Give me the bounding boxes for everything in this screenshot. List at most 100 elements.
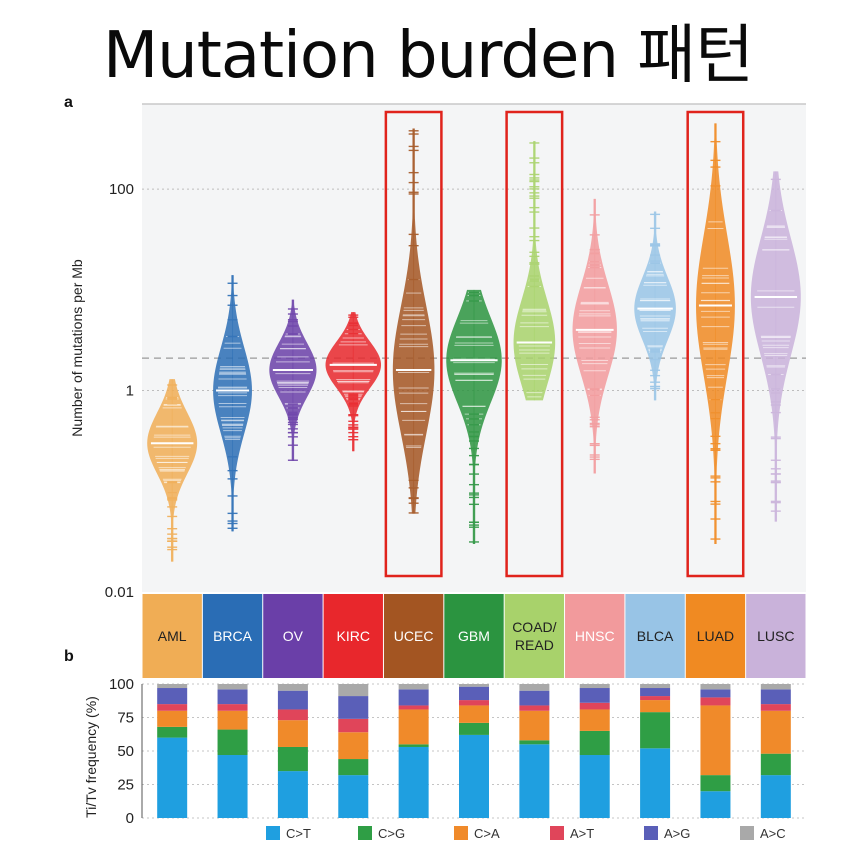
- bar-segment-a-g: [398, 689, 429, 706]
- bar-segment-c-t: [700, 791, 731, 818]
- bar-segment-c-a: [217, 710, 248, 730]
- bar-segment-c-g: [579, 730, 610, 756]
- density-shape: [572, 198, 617, 474]
- bar-segment-a-t: [579, 702, 610, 710]
- density-shape: [696, 123, 735, 544]
- bar-segment-c-g: [459, 722, 489, 735]
- bar-segment-a-t: [398, 705, 429, 710]
- bar-blca: [640, 684, 671, 818]
- bar-segment-c-a: [277, 720, 308, 747]
- violin-gbm: [446, 289, 502, 544]
- bar-segment-a-t: [700, 697, 731, 706]
- violin-hnsc: [572, 198, 617, 474]
- type-box-brca: BRCA: [202, 594, 263, 678]
- type-label-ucec: UCEC: [394, 628, 434, 644]
- bar-segment-a-c: [579, 684, 610, 689]
- y-tick-label: 100: [109, 181, 134, 198]
- bar-aml: [157, 684, 188, 818]
- bar-segment-a-c: [157, 684, 188, 689]
- type-box-blca: BLCA: [625, 594, 685, 678]
- type-label-hnsc: HNSC: [575, 628, 615, 644]
- bar-segment-c-g: [700, 775, 731, 792]
- violin-kirc: [325, 312, 382, 452]
- type-label-aml: AML: [158, 628, 187, 644]
- legend-swatch: [454, 826, 468, 840]
- bar-segment-c-t: [760, 775, 791, 818]
- legend-label: C>G: [378, 826, 405, 841]
- legend-swatch: [740, 826, 754, 840]
- type-box-fill: [565, 594, 625, 678]
- type-box-coad-read: COAD/READ: [504, 594, 565, 678]
- bar-segment-c-t: [459, 734, 489, 818]
- legend-label: C>A: [474, 826, 500, 841]
- bar-segment-c-g: [338, 759, 369, 776]
- density-shape: [446, 289, 502, 544]
- legend-swatch: [550, 826, 564, 840]
- highlight-box-coad-read: [505, 110, 564, 578]
- bar-segment-c-g: [398, 744, 429, 747]
- bar-segment-a-t: [760, 704, 791, 711]
- bar-segment-a-t: [217, 704, 248, 711]
- type-box-fill: [323, 594, 383, 678]
- bar-segment-a-c: [277, 684, 308, 691]
- type-label-lusc: LUSC: [757, 628, 794, 644]
- type-box-fill: [625, 594, 685, 678]
- legend-item-a-c: A>C: [740, 826, 786, 841]
- violin-ucec: [392, 128, 435, 514]
- bar-segment-c-a: [459, 705, 489, 723]
- bar-segment-a-g: [700, 689, 731, 698]
- violin-coad-read: [513, 141, 556, 401]
- legend-swatch: [266, 826, 280, 840]
- bar-segment-a-g: [157, 688, 188, 705]
- bar-segment-c-a: [640, 700, 671, 713]
- type-box-fill: [746, 594, 806, 678]
- bar-segment-c-t: [398, 746, 429, 818]
- bar-segment-a-g: [277, 690, 308, 710]
- bar-lusc: [760, 684, 791, 818]
- bar-segment-a-g: [459, 686, 489, 701]
- y-tick-label: 50: [117, 743, 134, 760]
- bar-segment-c-t: [640, 748, 671, 818]
- legend-item-a-g: A>G: [644, 826, 690, 841]
- violin-ov: [269, 299, 317, 461]
- panel-b-label: b: [64, 648, 74, 665]
- type-box-fill: [202, 594, 263, 678]
- bar-segment-c-t: [338, 775, 369, 818]
- bar-ov: [277, 684, 308, 818]
- violin-aml: [147, 379, 198, 562]
- density-shape: [269, 299, 317, 461]
- legend-item-c-a: C>A: [454, 826, 500, 841]
- y-axis-label: Number of mutations per Mb: [69, 259, 85, 437]
- y-tick-label: 0.01: [105, 584, 134, 601]
- bar-ucec: [398, 684, 429, 818]
- panel-a-label: a: [64, 94, 73, 111]
- bar-luad: [700, 684, 731, 818]
- legend-item-c-g: C>G: [358, 826, 405, 841]
- bar-segment-a-t: [277, 709, 308, 721]
- y-axis-label: Ti/Tv frequency (%): [83, 696, 99, 818]
- density-shape: [513, 141, 556, 401]
- bar-segment-c-g: [640, 712, 671, 749]
- type-box-fill: [504, 594, 565, 678]
- type-label-brca: BRCA: [213, 628, 253, 644]
- type-box-hnsc: HNSC: [565, 594, 625, 678]
- bar-segment-a-c: [217, 684, 248, 690]
- bar-hnsc: [579, 684, 610, 818]
- highlight-box-ucec: [384, 110, 443, 578]
- type-box-fill: [263, 594, 323, 678]
- bar-segment-c-a: [579, 709, 610, 731]
- bar-coad-read: [519, 684, 550, 818]
- type-box-fill: [685, 594, 746, 678]
- type-box-ucec: UCEC: [383, 594, 444, 678]
- highlight-box-luad: [686, 110, 745, 578]
- type-box-gbm: GBM: [444, 594, 504, 678]
- type-box-kirc: KIRC: [323, 594, 383, 678]
- density-shape: [392, 128, 435, 514]
- bar-segment-c-g: [277, 746, 308, 772]
- bar-segment-c-t: [579, 755, 610, 818]
- y-tick-label: 75: [117, 710, 134, 727]
- bar-segment-a-t: [640, 696, 671, 701]
- y-tick-label: 1: [126, 383, 134, 400]
- type-box-luad: LUAD: [685, 594, 746, 678]
